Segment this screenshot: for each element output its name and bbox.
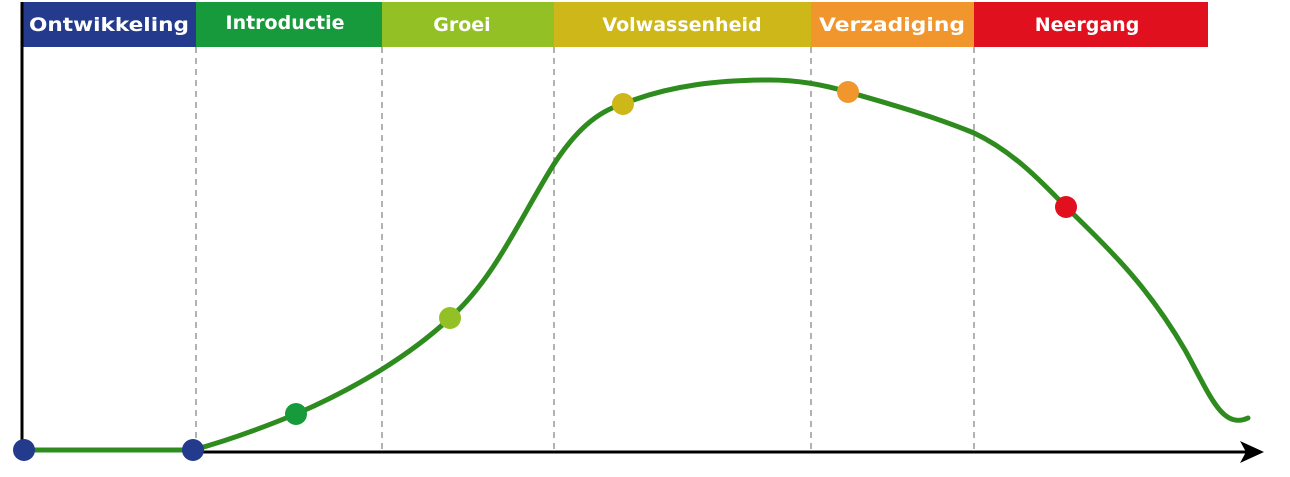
phase-band-groei [382,2,554,47]
phase-header: Ontwikkeling Introductie Groei Volwassen… [22,2,1208,47]
phase-label-verzadiging: Verzadiging [819,14,965,36]
phase-band-neergang [974,2,1208,47]
phase-band-verzadiging [811,2,974,47]
marker-groei [439,307,461,329]
phase-markers [13,81,1077,461]
lifecycle-curve [190,77,1251,453]
marker-neergang [1055,196,1077,218]
phase-label-volwassenheid: Volwassenheid [602,14,761,36]
marker-start [13,439,35,461]
marker-verzadiging [837,81,859,103]
marker-introductie [285,403,307,425]
marker-ontwikkeling [182,439,204,461]
x-axis-arrowhead [1240,441,1264,463]
phase-band-introductie [196,2,382,47]
lifecycle-curve-group [21,77,1251,453]
phase-band-volwassenheid [554,2,811,47]
marker-volwassenheid [612,93,634,115]
phase-label-ontwikkeling: Ontwikkeling [29,14,189,36]
phase-band-ontwikkeling [22,2,196,47]
phase-label-groei: Groei [433,14,490,36]
phase-label-introductie: Introductie [226,12,345,34]
phase-dividers [195,47,975,450]
axes [20,2,1264,463]
phase-label-neergang: Neergang [1035,14,1140,36]
